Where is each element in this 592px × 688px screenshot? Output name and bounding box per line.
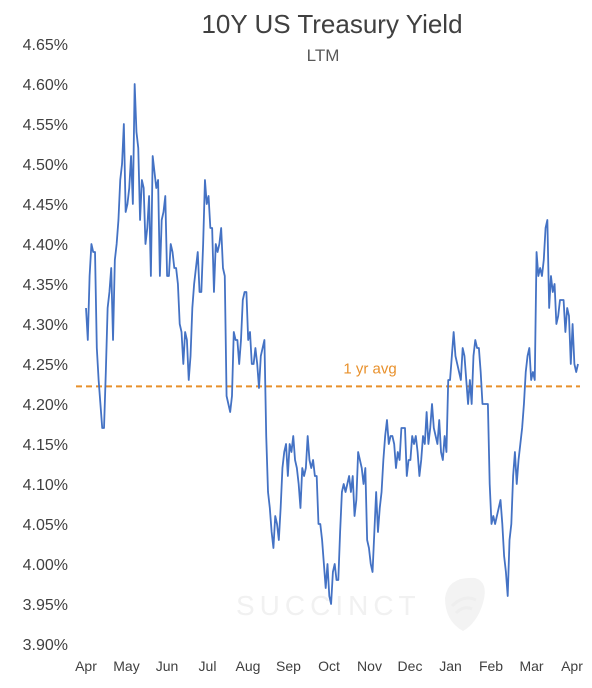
x-tick-label: Jul bbox=[199, 658, 217, 674]
y-tick-label: 4.35% bbox=[23, 277, 68, 294]
y-tick-label: 4.60% bbox=[23, 77, 68, 94]
x-tick-label: May bbox=[113, 658, 139, 674]
x-tick-label: Mar bbox=[519, 658, 543, 674]
y-tick-label: 4.00% bbox=[23, 557, 68, 574]
watermark-text: SUCCINCT bbox=[236, 590, 421, 621]
y-tick-label: 4.15% bbox=[23, 437, 68, 454]
y-tick-label: 4.10% bbox=[23, 477, 68, 494]
x-tick-label: Jun bbox=[156, 658, 179, 674]
x-tick-label: Aug bbox=[236, 658, 261, 674]
y-tick-label: 4.25% bbox=[23, 357, 68, 374]
x-tick-label: Dec bbox=[398, 658, 423, 674]
x-tick-label: Nov bbox=[357, 658, 382, 674]
x-tick-label: Sep bbox=[276, 658, 301, 674]
succinct-logo-icon bbox=[445, 577, 485, 631]
x-axis-ticks: Apr May Jun Jul Aug Sep Oct Nov Dec Jan Feb Mar Apr bbox=[75, 658, 583, 674]
y-tick-label: 4.55% bbox=[23, 117, 68, 134]
chart-title: 10Y US Treasury Yield bbox=[201, 9, 462, 39]
y-tick-label: 4.20% bbox=[23, 397, 68, 414]
x-tick-label: Apr bbox=[75, 658, 97, 674]
y-tick-label: 4.40% bbox=[23, 237, 68, 254]
y-tick-label: 3.95% bbox=[23, 597, 68, 614]
y-tick-label: 4.45% bbox=[23, 197, 68, 214]
y-tick-label: 4.50% bbox=[23, 157, 68, 174]
y-axis-ticks: 3.90% 3.95% 4.00% 4.05% 4.10% 4.15% 4.20% 4.25%… bbox=[23, 37, 68, 654]
y-tick-label: 4.05% bbox=[23, 517, 68, 534]
chart-subtitle: LTM bbox=[307, 46, 340, 65]
x-tick-label: Jan bbox=[439, 658, 462, 674]
y-tick-label: 4.65% bbox=[23, 37, 68, 54]
x-tick-label: Feb bbox=[479, 658, 503, 674]
series-line-yield bbox=[85, 83, 579, 605]
x-tick-label: Oct bbox=[318, 658, 340, 674]
x-tick-label: Apr bbox=[561, 658, 583, 674]
y-tick-label: 4.30% bbox=[23, 317, 68, 334]
y-tick-label: 3.90% bbox=[23, 637, 68, 654]
average-line-label: 1 yr avg bbox=[343, 360, 396, 377]
watermark: SUCCINCT bbox=[236, 577, 485, 631]
